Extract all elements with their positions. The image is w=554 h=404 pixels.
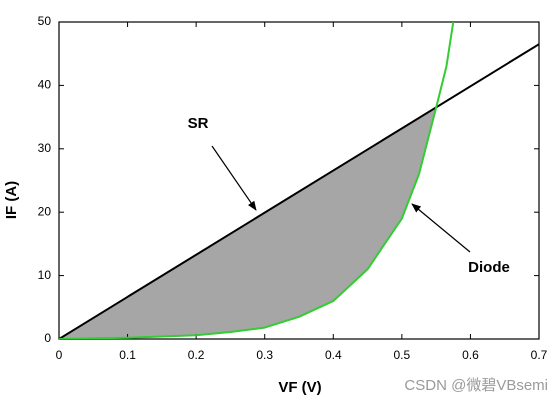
x-tick-label: 0.4 [325, 348, 342, 362]
y-tick-label: 30 [38, 141, 52, 155]
watermark: CSDN @微碧VBsemi [404, 377, 548, 394]
x-tick-label: 0.5 [394, 348, 411, 362]
arrow [211, 145, 257, 211]
y-tick-label: 40 [38, 78, 52, 92]
y-axis-label: IF (A) [3, 181, 20, 219]
series-line [59, 22, 455, 339]
y-tick-label: 0 [44, 331, 51, 345]
y-tick-label: 50 [38, 14, 52, 28]
annotation-sr: SR [188, 115, 209, 132]
annotation-diode: Diode [468, 259, 510, 276]
x-axis-label: VF (V) [278, 379, 321, 396]
y-tick-label: 20 [38, 204, 52, 218]
x-tick-label: 0.1 [119, 348, 136, 362]
plot-frame [58, 21, 540, 340]
x-tick-label: 0.7 [531, 348, 548, 362]
x-tick-label: 0.3 [256, 348, 273, 362]
arrow [411, 203, 471, 253]
x-tick-label: 0.6 [462, 348, 479, 362]
x-tick-label: 0.2 [188, 348, 205, 362]
y-tick-label: 10 [38, 268, 52, 282]
series-line [59, 43, 539, 339]
x-tick-label: 0 [56, 348, 63, 362]
